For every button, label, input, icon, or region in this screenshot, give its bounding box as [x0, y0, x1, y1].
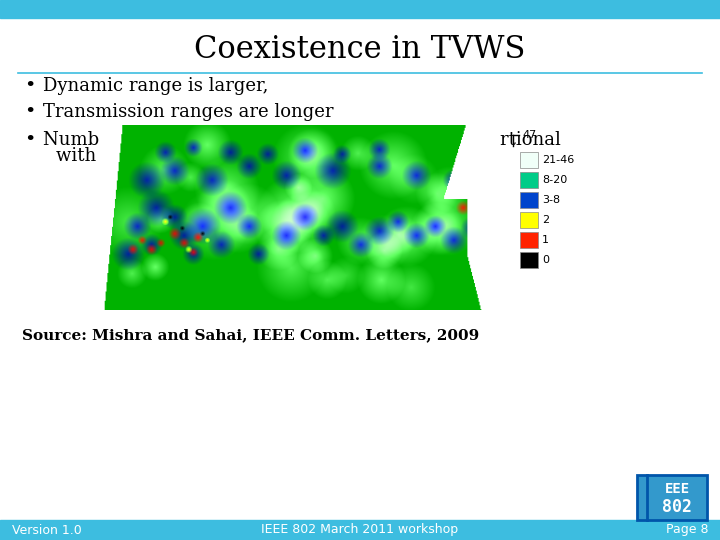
Bar	[0, 520, 720, 540]
Text: Version 1.0: Version 1.0	[12, 523, 82, 537]
Text: 2: 2	[542, 215, 549, 225]
Text: 21-46: 21-46	[542, 155, 575, 165]
Text: Transmission ranges are longer: Transmission ranges are longer	[43, 103, 333, 121]
Text: •: •	[24, 103, 36, 121]
Bar	[520, 252, 538, 268]
Bar	[520, 232, 538, 248]
Bar	[520, 172, 538, 188]
Text: Dynamic range is larger,: Dynamic range is larger,	[43, 77, 269, 95]
Bar	[520, 192, 538, 208]
Text: 3-8: 3-8	[542, 195, 560, 205]
Bar	[520, 212, 538, 228]
Text: Source: Mishra and Sahai, IEEE Comm. Letters, 2009: Source: Mishra and Sahai, IEEE Comm. Let…	[22, 328, 480, 342]
Bar	[520, 152, 538, 168]
Text: with number of potential users: with number of potential users	[56, 147, 339, 165]
Text: EEE: EEE	[665, 482, 690, 496]
Text: Number of available channels are inversely proportional: Number of available channels are inverse…	[43, 131, 561, 149]
Text: IEEE 802 March 2011 workshop: IEEE 802 March 2011 workshop	[261, 523, 459, 537]
Text: Coexistence in TVWS: Coexistence in TVWS	[194, 35, 526, 65]
Text: 47: 47	[522, 130, 536, 140]
Text: 8-20: 8-20	[542, 175, 567, 185]
Text: •: •	[24, 77, 36, 95]
Text: Page 8: Page 8	[665, 523, 708, 537]
Bar	[637, 475, 707, 520]
Text: 0: 0	[542, 255, 549, 265]
Text: 802: 802	[662, 498, 692, 516]
Text: •: •	[24, 131, 36, 149]
Bar	[0, 0, 720, 18]
Text: 1: 1	[542, 235, 549, 245]
